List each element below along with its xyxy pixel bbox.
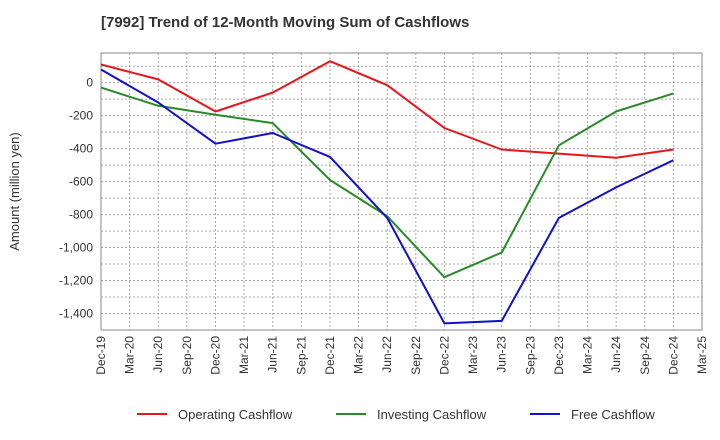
x-tick-label: Jun-22 (380, 336, 394, 373)
y-tick-label: -1,000 (59, 241, 93, 255)
x-tick-label: Dec-19 (94, 336, 108, 375)
series-layer (100, 60, 674, 325)
x-tick-label: Dec-23 (552, 336, 566, 375)
y-tick-label: -1,200 (59, 274, 93, 288)
y-axis-title: Amount (million yen) (7, 132, 22, 251)
chart-title: [7992] Trend of 12-Month Moving Sum of C… (101, 14, 470, 31)
x-tick-label: Mar-25 (695, 336, 709, 374)
x-tick-label: Dec-20 (208, 336, 222, 375)
x-tick-label: Sep-22 (409, 336, 423, 375)
y-tick-label: -800 (69, 208, 93, 222)
series-line-operating-cashflow (100, 60, 674, 159)
series-line-free-cashflow (100, 68, 674, 325)
x-tick-label: Jun-24 (609, 336, 623, 373)
x-tick-label: Dec-24 (666, 336, 680, 375)
grid-layer (100, 53, 703, 331)
x-tick-label: Sep-21 (294, 336, 308, 375)
y-tick-label: -600 (69, 175, 93, 189)
legend-label: Free Cashflow (571, 407, 655, 422)
legend: Operating Cashflow Investing Cashflow Free… (137, 407, 655, 422)
y-tick-label: 0 (86, 76, 93, 90)
x-tick-label: Mar-20 (123, 336, 137, 374)
y-tick-label: -400 (69, 142, 93, 156)
legend-label: Investing Cashflow (377, 407, 487, 422)
series-line-investing-cashflow (100, 86, 674, 279)
y-tick-label: -1,400 (59, 307, 93, 321)
x-tick-label: Sep-24 (638, 336, 652, 375)
x-tick-label: Sep-23 (523, 336, 537, 375)
axis-layer: 0 -200 -400 -600 -800 -1,000 -1,200 -1,400 Dec-1… (7, 52, 709, 375)
x-tick-label: Mar-23 (466, 336, 480, 374)
plot-background (101, 53, 702, 330)
x-tick-label: Jun-20 (151, 336, 165, 373)
x-tick-label: Dec-21 (323, 336, 337, 375)
x-tick-label: Jun-23 (495, 336, 509, 373)
plot-frame (100, 52, 703, 331)
x-tick-label: Jun-21 (266, 336, 280, 373)
y-tick-label: -200 (69, 109, 93, 123)
legend-label: Operating Cashflow (178, 407, 293, 422)
x-tick-label: Sep-20 (180, 336, 194, 375)
x-tick-label: Dec-22 (437, 336, 451, 375)
x-tick-label: Mar-24 (581, 336, 595, 374)
x-tick-label: Mar-22 (352, 336, 366, 374)
x-tick-label: Mar-21 (237, 336, 251, 374)
